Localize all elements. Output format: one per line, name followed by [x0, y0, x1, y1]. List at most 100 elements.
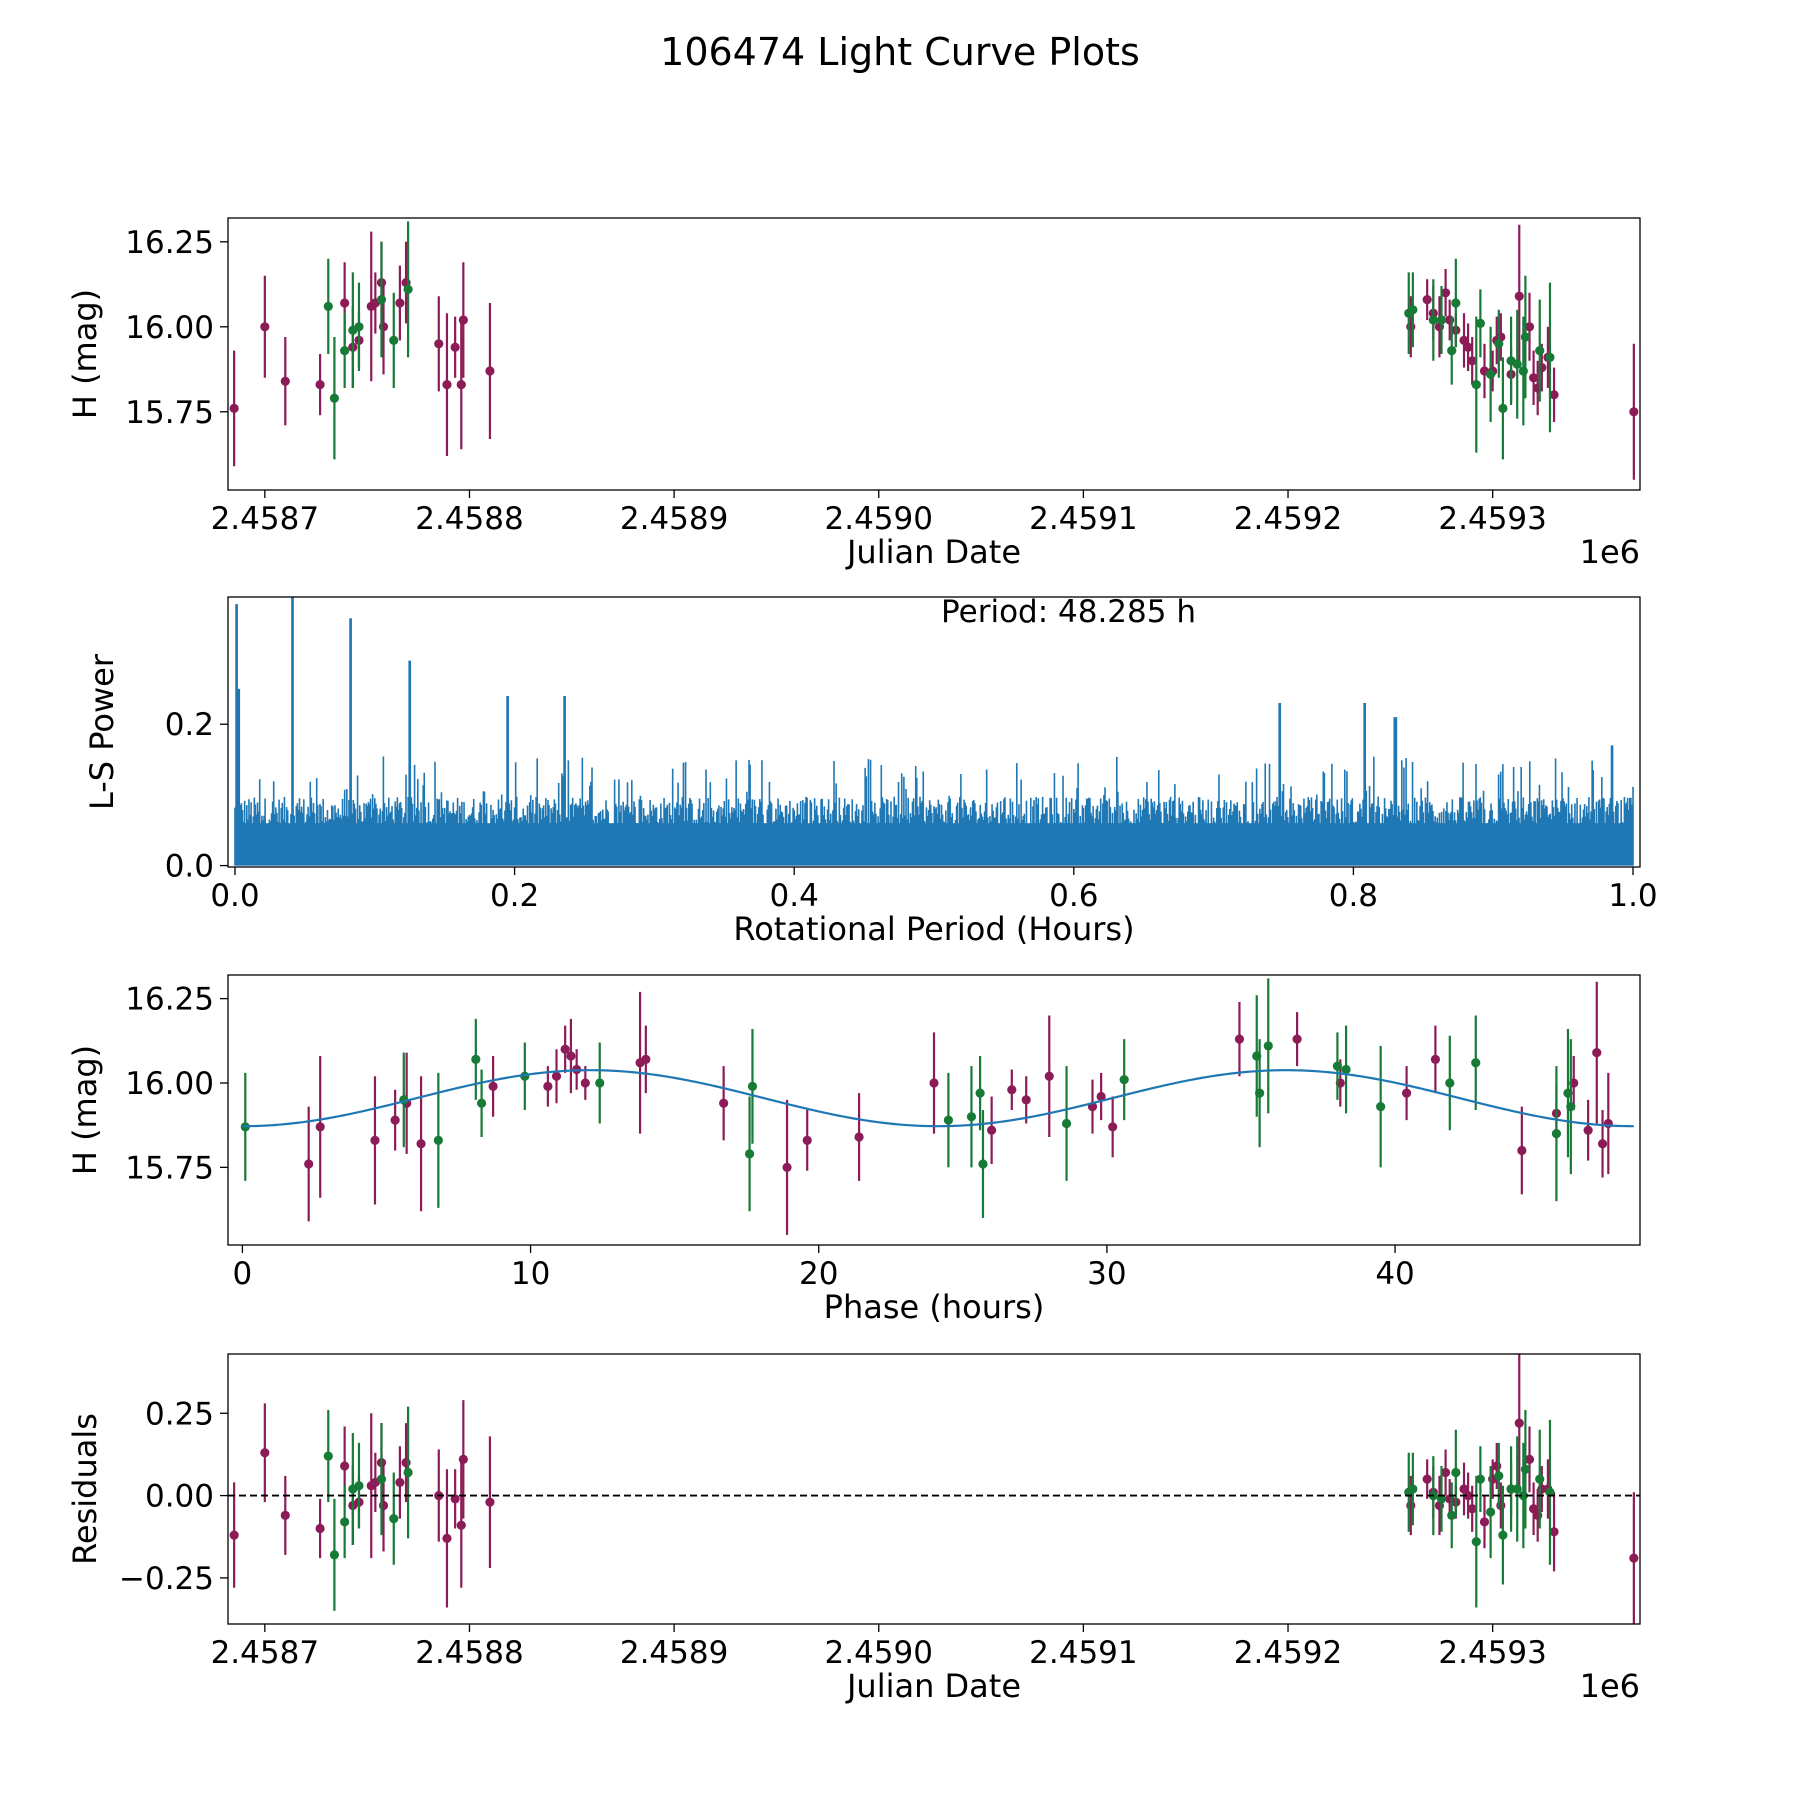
data-point	[1494, 339, 1504, 349]
data-point	[378, 322, 389, 332]
data-point	[595, 1078, 605, 1088]
x-tick-label: 0.8	[1329, 878, 1378, 914]
data-point	[376, 1474, 387, 1484]
x-axis-label: Rotational Period (Hours)	[733, 910, 1134, 948]
data-point	[1447, 1510, 1457, 1520]
data-point	[560, 1044, 570, 1054]
data-point	[1422, 1474, 1432, 1484]
data-point	[1234, 1034, 1245, 1044]
data-lc	[229, 221, 1639, 480]
y-axis-label: H (mag)	[66, 1045, 104, 1175]
x-tick-label: 2.4587	[211, 1635, 319, 1671]
x-tick-label: 20	[799, 1256, 838, 1292]
data-point	[280, 1510, 290, 1520]
x-axis-label: Julian Date	[845, 533, 1021, 571]
data-point	[315, 380, 325, 390]
data-point	[1428, 315, 1438, 325]
data-point	[1486, 1507, 1496, 1517]
x-axis-label: Julian Date	[845, 1667, 1021, 1705]
data-point	[1451, 298, 1461, 308]
data-point	[1451, 1467, 1461, 1478]
x-tick-label: 2.4593	[1438, 501, 1546, 537]
x-tick-label: 2.4592	[1234, 1635, 1342, 1671]
data-point	[1524, 322, 1535, 332]
data-point	[1498, 1530, 1508, 1540]
model-curve	[242, 1069, 1634, 1128]
y-tick-label: 16.25	[125, 225, 214, 261]
data-point	[340, 1461, 350, 1471]
data-point	[1255, 1088, 1265, 1098]
data-point	[987, 1125, 997, 1135]
data-point	[315, 1523, 325, 1534]
data-point	[782, 1162, 792, 1172]
data-point	[1422, 295, 1432, 305]
data-point	[229, 403, 239, 413]
data-point	[719, 1098, 729, 1108]
data-point	[340, 1517, 350, 1527]
data-point	[1263, 1041, 1273, 1051]
y-tick-label: 0.25	[145, 1396, 214, 1432]
data-point	[1475, 1474, 1485, 1484]
data-point	[354, 1481, 364, 1491]
data-point	[1514, 1418, 1524, 1428]
series-g	[240, 978, 1576, 1218]
data-point	[1520, 1464, 1531, 1474]
x-tick-label: 0.0	[210, 878, 259, 914]
figure-title: 106474 Light Curve Plots	[660, 30, 1140, 74]
x-tick-label: 2.4591	[1029, 501, 1137, 537]
data-point	[1535, 1474, 1545, 1484]
data-point	[1445, 315, 1455, 325]
data-point	[1007, 1085, 1017, 1095]
data-point	[1471, 1058, 1481, 1068]
data-point	[1524, 1454, 1535, 1464]
x-tick-label: 0	[233, 1256, 253, 1292]
data-point	[442, 1533, 452, 1543]
plot-frame-ls	[227, 596, 1641, 868]
data-point	[340, 298, 350, 308]
data-point	[1475, 318, 1485, 328]
data-point	[488, 1081, 498, 1091]
data-point	[1592, 1048, 1602, 1058]
data-point	[1408, 1484, 1418, 1494]
data-point	[471, 1054, 481, 1064]
data-point	[1494, 1471, 1504, 1481]
data-point	[1551, 1129, 1562, 1139]
x-tick-label: 2.4589	[620, 1635, 728, 1671]
data-point	[1533, 1510, 1543, 1520]
data-point	[323, 1451, 333, 1461]
data-point	[433, 1135, 443, 1145]
data-point	[450, 1494, 460, 1504]
data-point	[1445, 1078, 1455, 1088]
data-point	[1486, 369, 1496, 379]
plot-frame-resid	[227, 1353, 1641, 1625]
data-point	[1514, 291, 1524, 301]
period-annotation: Period: 48.285 h	[941, 594, 1196, 630]
data-point	[1108, 1122, 1118, 1132]
x-tick-label: 30	[1087, 1256, 1126, 1292]
plot-frame-phase	[227, 974, 1641, 1246]
y-tick-label: 15.75	[125, 395, 214, 431]
data-resid	[229, 1354, 1639, 1624]
y-axis-label: H (mag)	[66, 289, 104, 419]
data-point	[416, 1139, 426, 1149]
y-tick-label: 0.2	[165, 707, 214, 743]
data-point	[376, 295, 387, 305]
data-point	[1376, 1102, 1386, 1112]
x-tick-label: 2.4590	[825, 501, 933, 537]
data-point	[354, 322, 364, 332]
data-point	[485, 366, 495, 376]
data-phase	[240, 978, 1613, 1235]
data-point	[966, 1112, 977, 1122]
data-point	[1408, 305, 1418, 315]
data-point	[1436, 1494, 1447, 1504]
data-point	[395, 298, 405, 308]
y-tick-label: 16.00	[125, 1066, 214, 1102]
data-point	[1520, 332, 1531, 342]
data-point	[566, 1051, 576, 1061]
data-point	[943, 1115, 954, 1125]
series-r	[229, 1354, 1639, 1624]
data-point	[456, 380, 466, 390]
data-point	[1044, 1071, 1054, 1081]
data-point	[1498, 403, 1508, 413]
data-point	[1459, 335, 1469, 345]
